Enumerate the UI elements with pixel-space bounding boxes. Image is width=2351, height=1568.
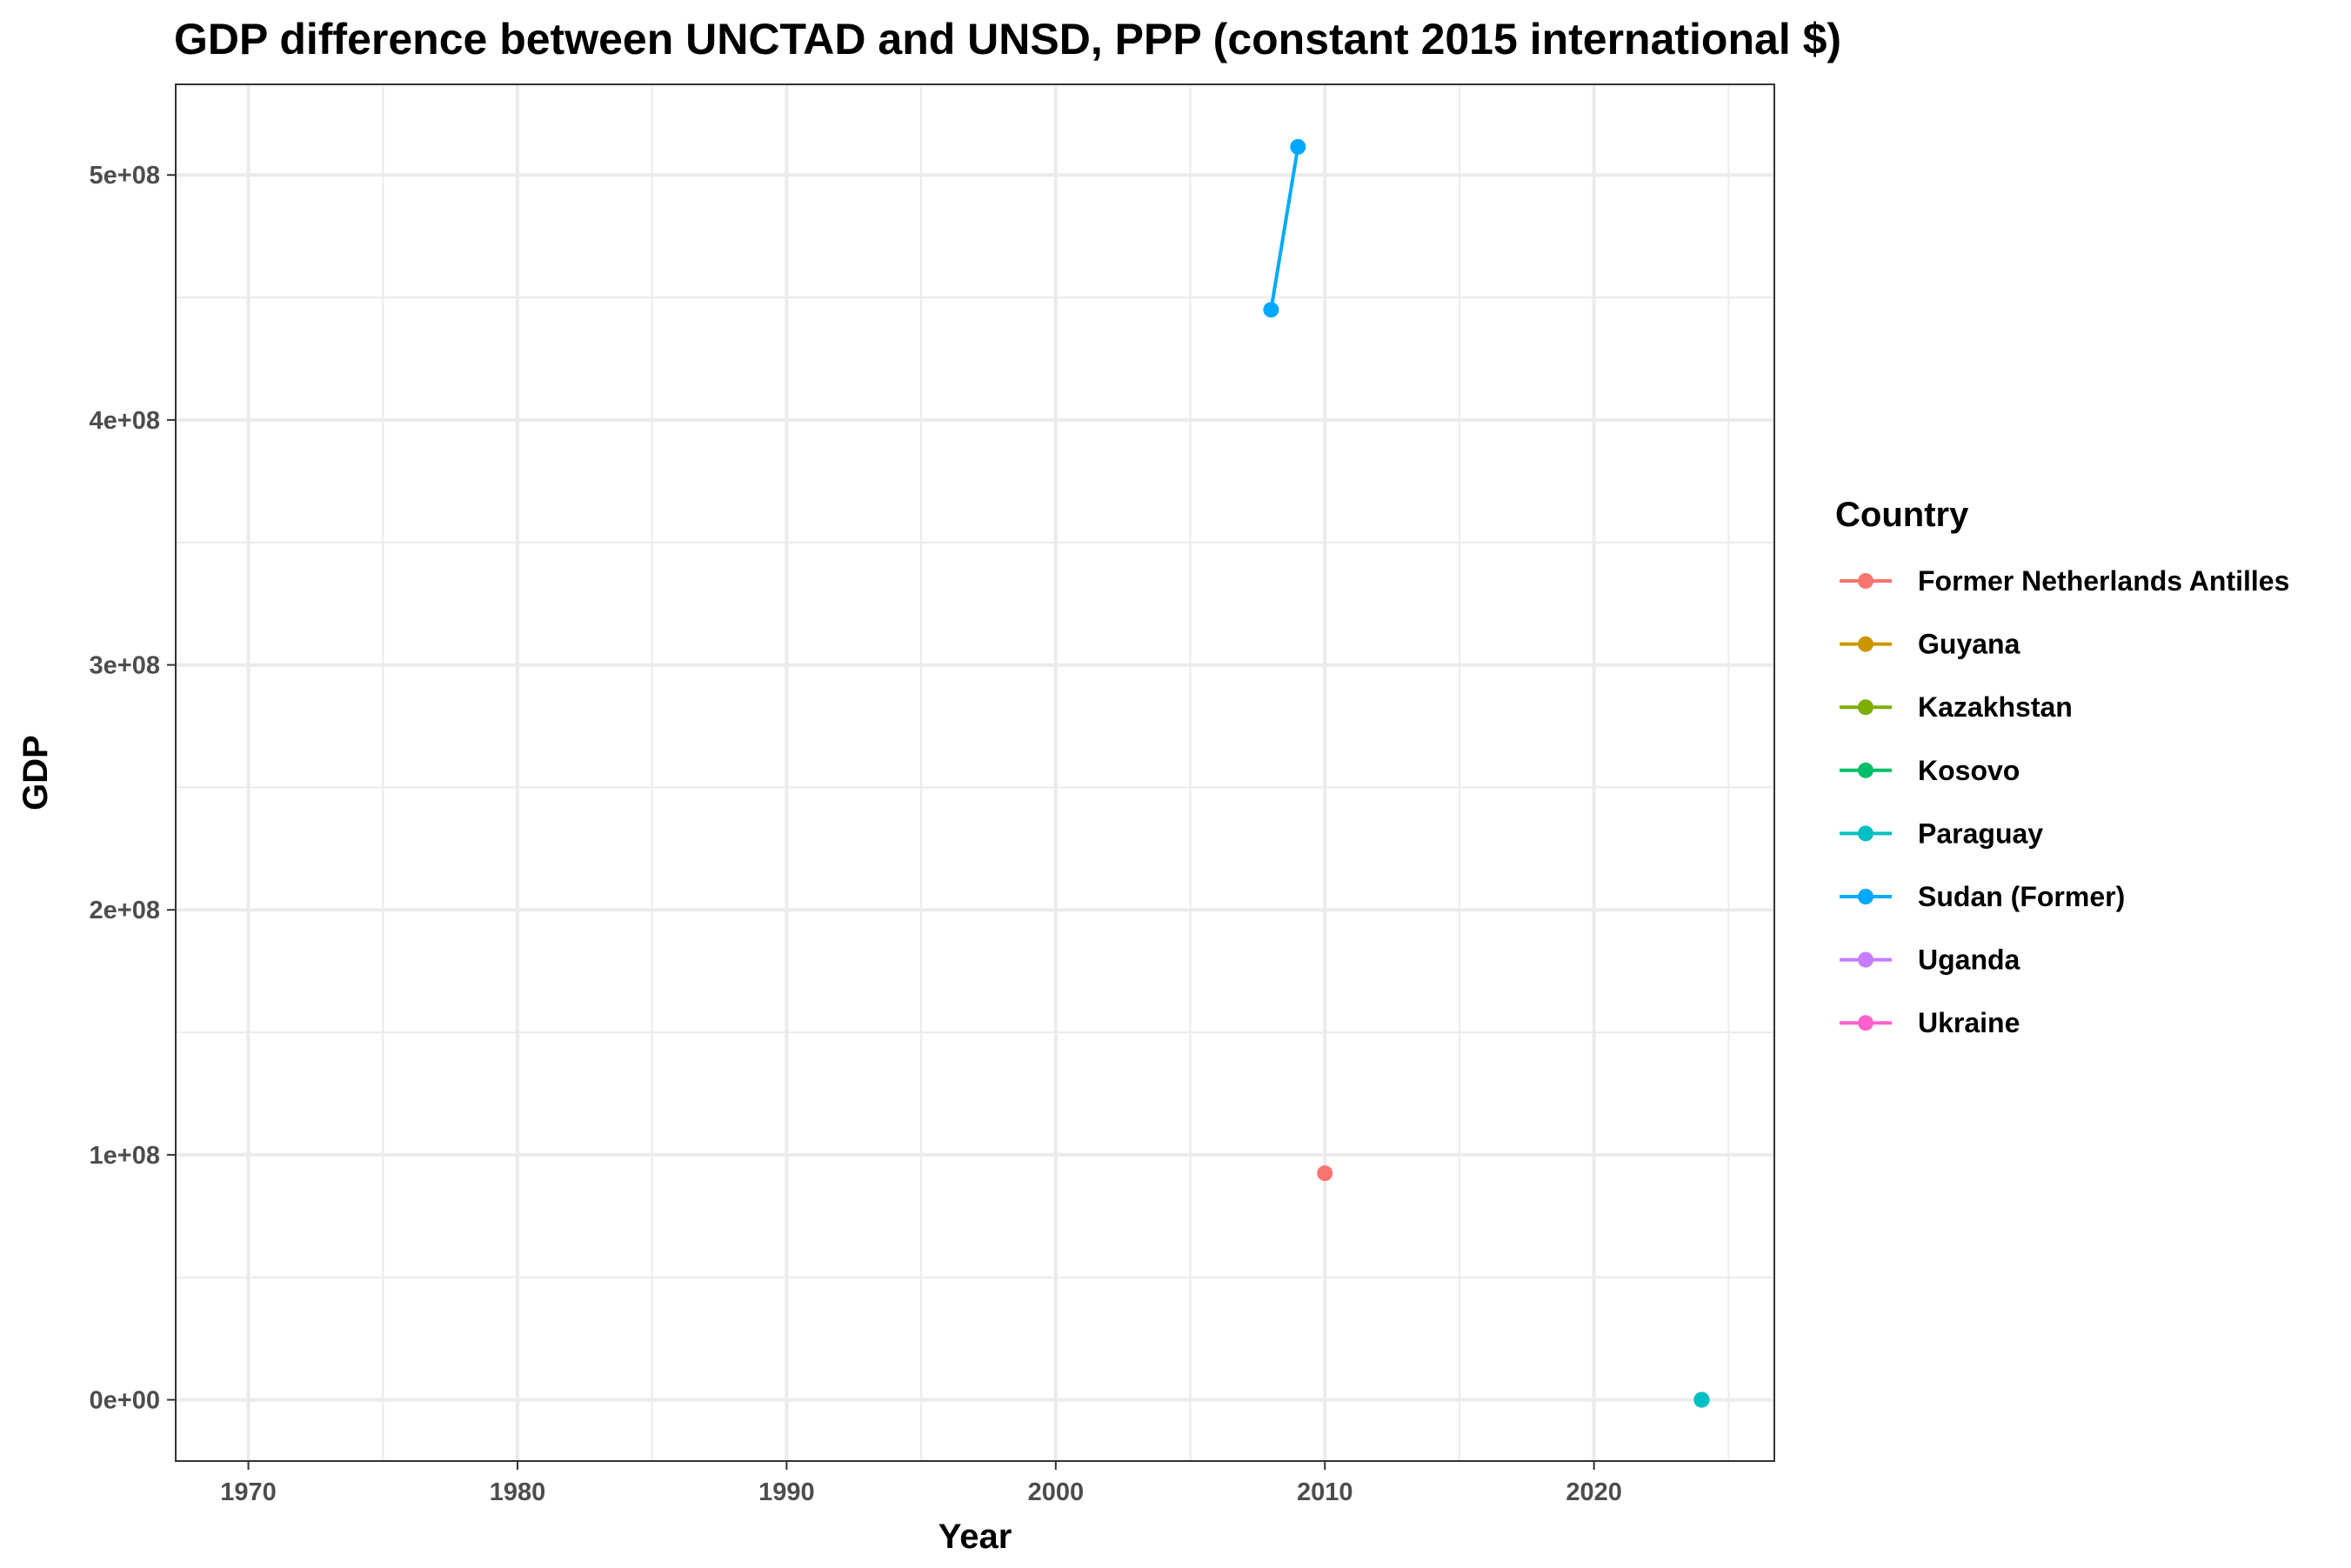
legend-key-point — [1858, 951, 1873, 968]
x-tick-label: 1990 — [758, 1478, 815, 1506]
legend-label: Former Netherlands Antilles — [1918, 565, 2289, 597]
y-tick-label: 4e+08 — [90, 407, 160, 435]
legend-title: Country — [1835, 496, 1969, 534]
x-tick-label: 1980 — [490, 1478, 546, 1506]
x-tick-label: 2010 — [1297, 1478, 1353, 1506]
plot-panel — [176, 84, 1774, 1461]
y-axis-title: GDP — [17, 735, 55, 811]
x-tick-label: 2000 — [1028, 1478, 1085, 1506]
legend: Country Former Netherlands Antilles Guyan… — [1835, 496, 2289, 1038]
y-tick-label: 2e+08 — [90, 897, 160, 924]
y-tick-label: 3e+08 — [90, 652, 160, 680]
data-point — [1290, 138, 1306, 155]
legend-label: Sudan (Former) — [1918, 881, 2125, 912]
chart-title: GDP difference between UNCTAD and UNSD, … — [174, 15, 1841, 63]
legend-key-point — [1858, 1015, 1873, 1031]
legend-label: Uganda — [1918, 944, 2020, 976]
minor-gridlines — [176, 84, 1774, 1461]
y-tick-label: 1e+08 — [90, 1142, 160, 1170]
data-series — [1263, 138, 1710, 1408]
legend-key-point — [1858, 636, 1873, 652]
data-point — [1317, 1165, 1333, 1182]
x-axis: 1970 1980 1990 2000 2010 2020 — [220, 1461, 1622, 1506]
legend-key-point — [1858, 699, 1873, 716]
legend-label: Kosovo — [1918, 755, 2020, 786]
legend-label: Paraguay — [1918, 817, 2043, 849]
x-tick-label: 1970 — [220, 1478, 277, 1506]
x-axis-title: Year — [938, 1518, 1012, 1556]
x-tick-label: 2020 — [1566, 1478, 1622, 1506]
legend-label: Kazakhstan — [1918, 691, 2073, 723]
major-gridlines — [176, 84, 1774, 1461]
legend-items: Former Netherlands Antilles Guyana Kazakhs… — [1840, 565, 2289, 1038]
legend-key-point — [1858, 762, 1873, 778]
y-tick-label: 0e+00 — [90, 1387, 160, 1415]
data-point — [1693, 1391, 1710, 1408]
legend-label: Guyana — [1918, 629, 2020, 660]
series-line — [1269, 146, 1300, 310]
data-point — [1263, 302, 1279, 318]
y-axis: 0e+00 1e+08 2e+08 3e+08 4e+08 5e+08 — [90, 162, 176, 1415]
y-tick-label: 5e+08 — [90, 162, 160, 190]
legend-key-point — [1858, 573, 1873, 589]
legend-key-point — [1858, 889, 1873, 904]
legend-label: Ukraine — [1918, 1007, 2020, 1038]
plot-border — [175, 83, 1775, 1462]
legend-key-point — [1858, 825, 1873, 842]
